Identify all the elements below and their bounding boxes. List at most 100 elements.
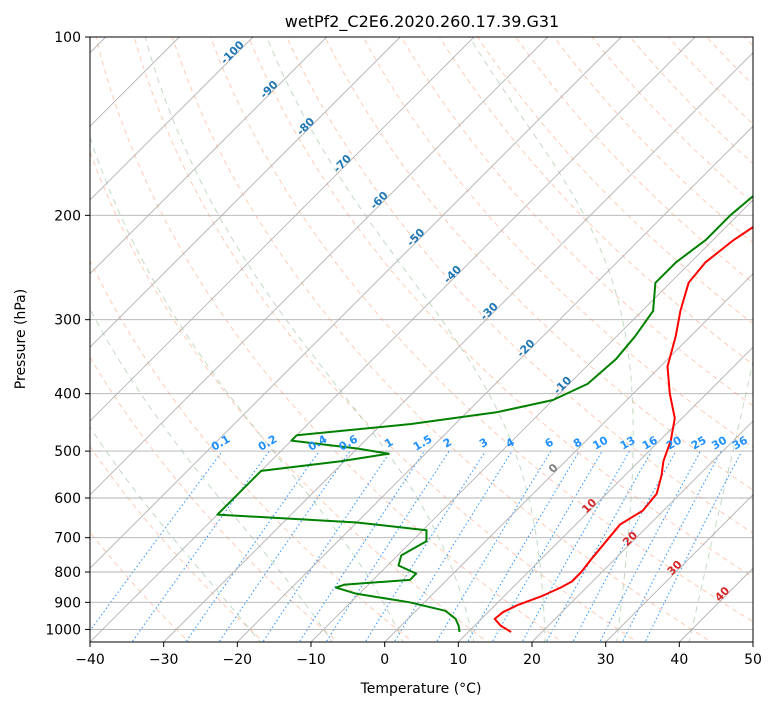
- moist-adiabat-line: [90, 135, 404, 642]
- y-tick-label: 400: [54, 387, 81, 403]
- mixing-ratio-line: [644, 450, 743, 642]
- background-lines: [90, 24, 775, 645]
- mixing-ratio-label: 30: [709, 433, 729, 452]
- mixing-ratio-line: [621, 450, 722, 642]
- y-axis-label: Pressure (hPa): [13, 289, 29, 389]
- moist-adiabat-line: [469, 37, 634, 642]
- x-axis-label: Temperature (°C): [360, 681, 482, 697]
- moist-adiabat-line: [90, 308, 333, 642]
- x-tick-label: −10: [296, 652, 326, 668]
- x-tick-label: 0: [380, 652, 389, 668]
- x-tick-label: −40: [75, 652, 105, 668]
- dry-adiabat-line: [629, 37, 753, 165]
- isotherm-label: -50: [404, 226, 427, 249]
- isotherm-label: -40: [441, 263, 464, 286]
- mixing-ratio-line: [393, 450, 513, 642]
- x-tick-label: 50: [744, 652, 762, 668]
- dry-adiabat-line: [667, 37, 753, 125]
- isotherm-label: -100: [218, 38, 247, 67]
- chart-title: wetPf2_C2E6.2020.260.17.39.G31: [285, 12, 559, 32]
- warm-isotherm-label: 10: [579, 496, 599, 516]
- temperature-profile-line: [493, 225, 753, 633]
- isotherm-line: [531, 420, 753, 642]
- warm-isotherm-label: 30: [665, 558, 685, 578]
- mixing-ratio-label: 3: [477, 436, 490, 451]
- profiles: [216, 194, 753, 633]
- isotherm-label: -90: [257, 78, 280, 101]
- isotherm-label: -70: [331, 152, 354, 175]
- dry-adiabat-line: [477, 37, 753, 325]
- dry-adiabat-line: [400, 37, 753, 407]
- dry-adiabat-line: [324, 37, 753, 491]
- x-tick-label: 40: [670, 652, 688, 668]
- isotherm-line: [163, 52, 753, 642]
- moist-adiabat-line: [688, 358, 753, 642]
- warm-isotherm-label: 40: [712, 584, 732, 604]
- x-tick-label: 10: [449, 652, 467, 668]
- isotherm-line: [90, 37, 696, 642]
- axes: −40 −30 −20 −10 0 10 20 30 40 50 1000 900 800 700 600 5…: [45, 30, 762, 668]
- isotherm-line: [90, 37, 401, 348]
- mixing-ratio-label: 0.1: [209, 433, 232, 454]
- mixing-ratio-line: [131, 450, 270, 642]
- dry-adiabat-line: [744, 37, 753, 47]
- y-tick-label: 800: [54, 565, 81, 581]
- mixing-ratio-label: 16: [640, 433, 660, 452]
- dry-adiabat-line: [90, 445, 265, 642]
- isotherm-line: [90, 37, 622, 569]
- mixing-ratio-label: 0.6: [337, 432, 361, 453]
- isotherm-line: [310, 199, 753, 642]
- mixing-ratio-line: [572, 450, 677, 642]
- isotherm-line: [605, 494, 753, 642]
- y-tick-label: 300: [54, 313, 81, 329]
- isotherm-line: [90, 37, 549, 496]
- mixing-ratio-line: [262, 450, 392, 642]
- grid: [90, 37, 753, 642]
- moist-adiabat-line: [266, 37, 546, 642]
- dry-adiabat-line: [438, 37, 753, 366]
- mixing-ratio-label: 25: [689, 434, 709, 453]
- dry-adiabat-line: [362, 37, 753, 449]
- dry-adiabat-line: [705, 37, 753, 86]
- dry-adiabat-line: [286, 37, 753, 534]
- isotherm-line: [384, 273, 753, 642]
- y-tick-label: 700: [54, 531, 81, 547]
- x-tick-label: −30: [149, 652, 179, 668]
- isotherm-line: [236, 125, 753, 642]
- mixing-ratio-line: [599, 450, 701, 642]
- mixing-ratio-label: 10: [590, 433, 610, 452]
- dry-adiabat-line: [133, 37, 638, 642]
- dry-adiabat-line: [770, 24, 775, 645]
- mixing-ratio-label: 6: [543, 435, 556, 450]
- mixing-ratio-line: [90, 450, 223, 632]
- x-tick-label: 20: [523, 652, 541, 668]
- y-tick-label: 600: [54, 491, 81, 507]
- y-tick-label: 500: [54, 444, 81, 460]
- dry-adiabat-line: [248, 37, 753, 578]
- mixing-ratio-label: 1.5: [411, 433, 434, 454]
- x-tick-label: 30: [597, 652, 615, 668]
- dry-adiabat-line: [591, 37, 753, 204]
- moist-adiabat-line: [90, 426, 261, 642]
- y-tick-label: 200: [54, 208, 81, 224]
- isotherm-label: -20: [514, 337, 537, 360]
- dry-adiabat-line: [90, 150, 489, 642]
- dry-adiabat-line: [90, 356, 340, 642]
- isotherm-line: [90, 37, 328, 275]
- dewpoint-profile-line: [216, 194, 753, 633]
- mixing-ratio-line: [325, 450, 450, 642]
- y-tick-label: 1000: [45, 622, 81, 638]
- mixing-ratio-line: [185, 450, 320, 642]
- dry-adiabat-line: [171, 37, 713, 642]
- isotherm-line: [90, 37, 475, 422]
- isotherm-line: [457, 346, 753, 642]
- isotherm-label: -60: [368, 189, 391, 212]
- mixing-ratio-label: 1: [382, 436, 395, 451]
- dry-adiabat-line: [515, 37, 753, 284]
- dry-adiabat-line: [90, 259, 414, 642]
- mixing-ratio-line: [298, 450, 425, 642]
- mixing-ratio-label: 0.4: [306, 432, 330, 453]
- moist-adiabat-line: [144, 37, 475, 642]
- mixing-ratio-label: 0.2: [256, 433, 279, 454]
